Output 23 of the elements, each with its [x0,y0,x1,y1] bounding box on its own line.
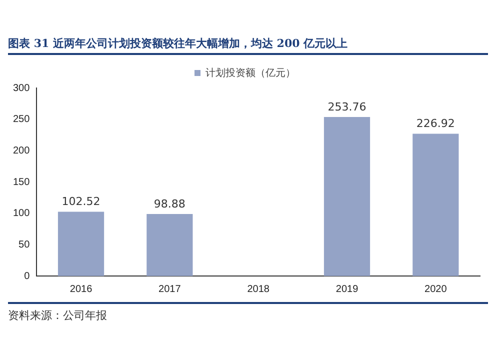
bar [412,134,459,276]
x-tick-label: 2018 [247,284,270,295]
y-tick-label: 100 [12,208,30,220]
x-tick-label: 2020 [424,284,448,295]
y-tick-label: 150 [12,176,30,188]
bar [324,116,370,276]
data-label: 98.88 [154,197,186,210]
legend-label: 计划投资额（亿元） [206,66,296,79]
data-label: 253.76 [328,100,366,114]
x-tick-label: 2017 [158,284,182,295]
y-tick-label: 50 [18,239,30,250]
x-tick-label: 2016 [70,284,93,295]
data-label: 102.52 [62,195,100,208]
y-tick-label: 0 [24,270,30,282]
data-label: 226.92 [416,117,455,130]
chart-title: 图表 31 近两年公司计划投资额较往年大幅增加，均达 200 亿元以上 [8,36,488,55]
bar [58,212,104,276]
text: 资料来源：公司年报 [8,302,488,323]
y-tick-label: 200 [12,145,30,156]
y-tick-label: 300 [12,82,30,94]
x-tick-label: 2019 [336,284,359,295]
bar [146,214,193,276]
y-tick-label: 250 [12,114,30,126]
